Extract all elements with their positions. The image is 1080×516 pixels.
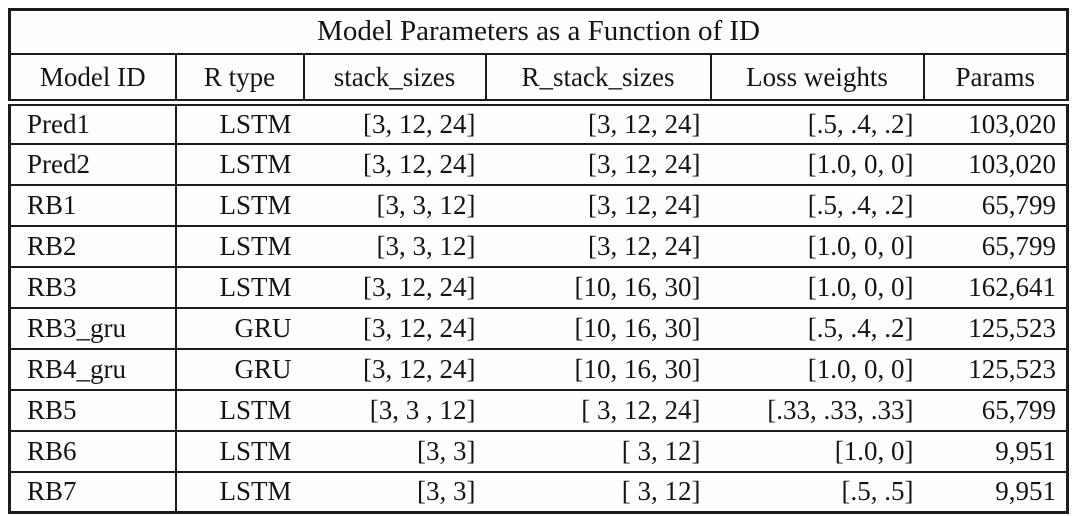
col-header-model-id: Model ID — [9, 54, 176, 106]
cell-loss-weights: [1.0, 0, 0] — [710, 265, 924, 308]
cell-r-type: GRU — [175, 306, 304, 349]
cell-stack-sizes: [3, 12, 24] — [303, 347, 486, 390]
table-row: RB4_gru GRU [3, 12, 24] [10, 16, 30] [1.… — [9, 347, 1068, 390]
table-row: RB3 LSTM [3, 12, 24] [10, 16, 30] [1.0, … — [9, 265, 1068, 308]
cell-loss-weights: [.5, .5] — [710, 470, 924, 513]
cell-loss-weights: [1.0, 0, 0] — [710, 224, 924, 267]
cell-params: 65,799 — [923, 183, 1068, 226]
cell-r-stack-sizes: [3, 12, 24] — [485, 142, 711, 185]
cell-loss-weights: [.5, .4, .2] — [710, 183, 924, 226]
cell-r-stack-sizes: [10, 16, 30] — [485, 265, 711, 308]
col-header-loss-weights: Loss weights — [709, 54, 924, 106]
table-row: Pred1 LSTM [3, 12, 24] [3, 12, 24] [.5, … — [9, 101, 1068, 144]
cell-stack-sizes: [3, 3] — [303, 429, 486, 472]
col-header-stack-sizes: stack_sizes — [302, 54, 486, 106]
cell-r-type: LSTM — [175, 265, 304, 308]
table-row: RB1 LSTM [3, 3, 12] [3, 12, 24] [.5, .4,… — [9, 183, 1068, 226]
cell-stack-sizes: [3, 3] — [303, 470, 486, 513]
cell-r-type: GRU — [175, 347, 304, 390]
cell-r-type: LSTM — [175, 142, 304, 185]
cell-r-stack-sizes: [ 3, 12] — [485, 429, 711, 472]
table-row: Pred2 LSTM [3, 12, 24] [3, 12, 24] [1.0,… — [9, 142, 1068, 185]
model-parameters-table: Model Parameters as a Function of ID Mod… — [8, 8, 1070, 514]
cell-r-type: LSTM — [175, 429, 304, 472]
cell-model-id: RB3 — [9, 265, 177, 308]
cell-model-id: RB1 — [9, 183, 177, 226]
cell-stack-sizes: [3, 3 , 12] — [303, 388, 486, 431]
cell-stack-sizes: [3, 12, 24] — [303, 101, 486, 144]
cell-model-id: Pred1 — [9, 101, 177, 144]
cell-model-id: RB6 — [9, 429, 177, 472]
cell-model-id: RB3_gru — [9, 306, 177, 349]
cell-r-type: LSTM — [175, 101, 304, 144]
cell-r-type: LSTM — [175, 388, 304, 431]
cell-r-type: LSTM — [175, 224, 304, 267]
table-row: RB3_gru GRU [3, 12, 24] [10, 16, 30] [.5… — [9, 306, 1068, 349]
cell-loss-weights: [1.0, 0, 0] — [710, 142, 924, 185]
cell-params: 65,799 — [923, 224, 1068, 267]
cell-loss-weights: [1.0, 0, 0] — [710, 347, 924, 390]
table-title: Model Parameters as a Function of ID — [9, 9, 1068, 55]
col-header-params: Params — [922, 54, 1068, 106]
cell-r-type: LSTM — [175, 183, 304, 226]
cell-model-id: RB5 — [9, 388, 177, 431]
cell-params: 9,951 — [923, 470, 1068, 513]
table-row: RB6 LSTM [3, 3] [ 3, 12] [1.0, 0] 9,951 — [9, 429, 1068, 472]
cell-params: 65,799 — [923, 388, 1068, 431]
col-header-r-type: R type — [174, 54, 304, 106]
cell-params: 103,020 — [923, 101, 1068, 144]
cell-r-stack-sizes: [10, 16, 30] — [485, 306, 711, 349]
cell-loss-weights: [1.0, 0] — [710, 429, 924, 472]
cell-model-id: RB7 — [9, 470, 177, 513]
cell-r-stack-sizes: [3, 12, 24] — [485, 101, 711, 144]
cell-loss-weights: [.33, .33, .33] — [710, 388, 924, 431]
col-header-r-stack-sizes: R_stack_sizes — [484, 54, 711, 106]
cell-model-id: Pred2 — [9, 142, 177, 185]
table-row: RB5 LSTM [3, 3 , 12] [ 3, 12, 24] [.33, … — [9, 388, 1068, 431]
cell-params: 125,523 — [923, 347, 1068, 390]
cell-model-id: RB2 — [9, 224, 177, 267]
table-header-row: Model ID R type stack_sizes R_stack_size… — [9, 54, 1068, 106]
table-title-row: Model Parameters as a Function of ID — [9, 9, 1068, 55]
cell-r-type: LSTM — [175, 470, 304, 513]
cell-r-stack-sizes: [3, 12, 24] — [485, 183, 711, 226]
cell-params: 125,523 — [923, 306, 1068, 349]
cell-r-stack-sizes: [10, 16, 30] — [485, 347, 711, 390]
cell-r-stack-sizes: [ 3, 12, 24] — [485, 388, 711, 431]
cell-params: 162,641 — [923, 265, 1068, 308]
cell-stack-sizes: [3, 3, 12] — [303, 224, 486, 267]
cell-loss-weights: [.5, .4, .2] — [710, 306, 924, 349]
cell-stack-sizes: [3, 12, 24] — [303, 265, 486, 308]
table-row: RB2 LSTM [3, 3, 12] [3, 12, 24] [1.0, 0,… — [9, 224, 1068, 267]
cell-stack-sizes: [3, 12, 24] — [303, 306, 486, 349]
cell-r-stack-sizes: [ 3, 12] — [485, 470, 711, 513]
cell-params: 9,951 — [923, 429, 1068, 472]
cell-loss-weights: [.5, .4, .2] — [710, 101, 924, 144]
cell-stack-sizes: [3, 12, 24] — [303, 142, 486, 185]
cell-params: 103,020 — [923, 142, 1068, 185]
cell-r-stack-sizes: [3, 12, 24] — [485, 224, 711, 267]
cell-model-id: RB4_gru — [9, 347, 177, 390]
table-row: RB7 LSTM [3, 3] [ 3, 12] [.5, .5] 9,951 — [9, 470, 1068, 513]
cell-stack-sizes: [3, 3, 12] — [303, 183, 486, 226]
